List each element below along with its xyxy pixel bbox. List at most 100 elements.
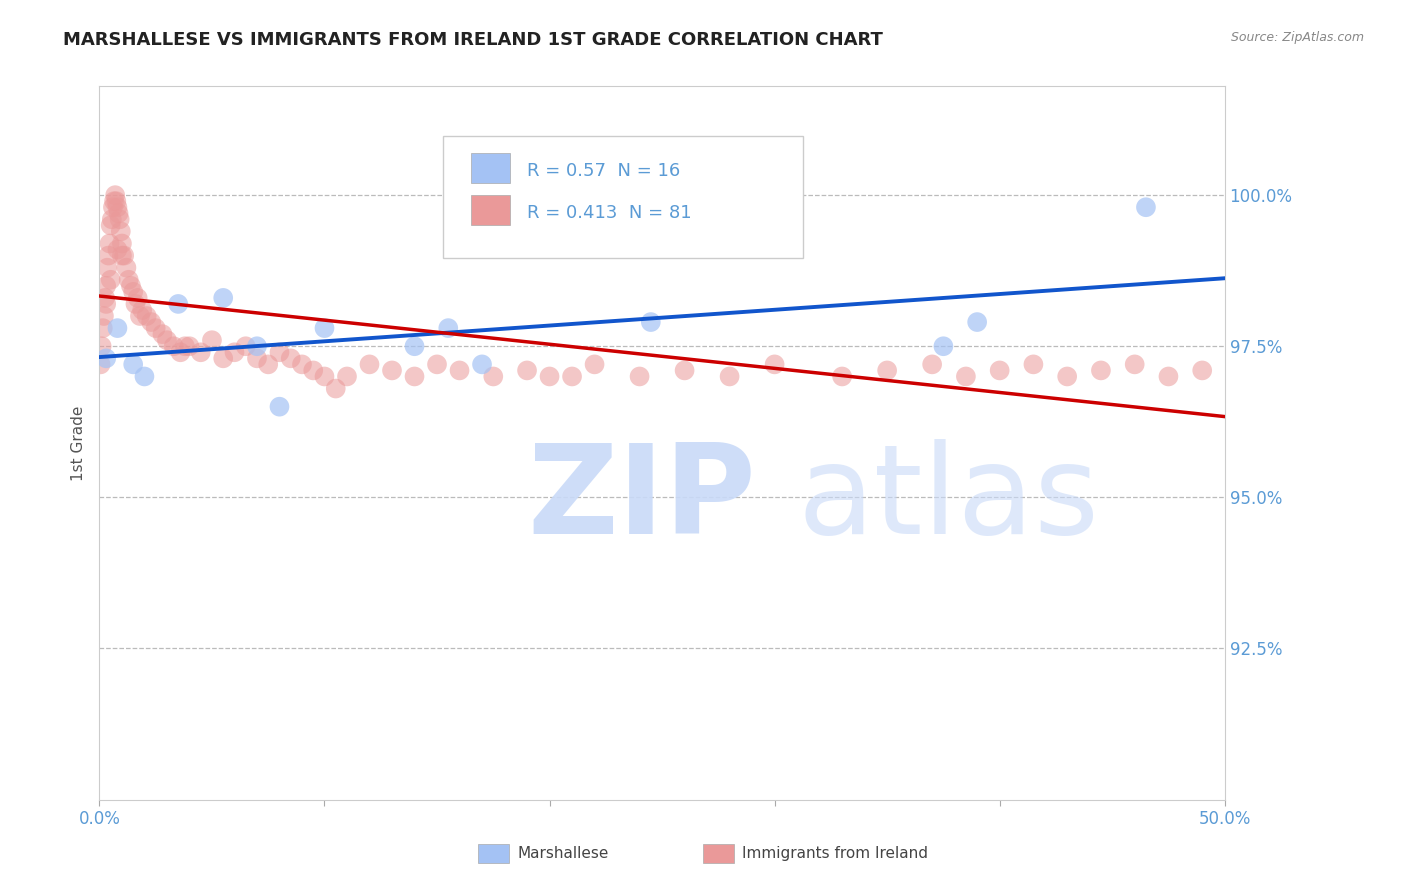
- Point: [831, 369, 853, 384]
- Point: [336, 369, 359, 384]
- Point: [134, 369, 156, 384]
- Point: [561, 369, 583, 384]
- Point: [359, 357, 381, 371]
- Point: [122, 285, 145, 299]
- Point: [1191, 363, 1213, 377]
- Point: [449, 363, 471, 377]
- Point: [482, 369, 505, 384]
- Point: [100, 219, 122, 233]
- Text: Immigrants from Ireland: Immigrants from Ireland: [742, 847, 928, 861]
- Point: [246, 339, 269, 353]
- Point: [1157, 369, 1180, 384]
- Point: [90, 357, 112, 371]
- Point: [167, 297, 190, 311]
- Point: [246, 351, 269, 366]
- Point: [174, 339, 197, 353]
- Text: ZIP: ZIP: [527, 440, 756, 560]
- Point: [640, 315, 662, 329]
- Text: Marshallese: Marshallese: [517, 847, 609, 861]
- Point: [190, 345, 212, 359]
- Point: [94, 291, 117, 305]
- Point: [98, 236, 121, 251]
- Point: [966, 315, 988, 329]
- Point: [111, 249, 134, 263]
- Point: [96, 351, 118, 366]
- Point: [104, 188, 127, 202]
- Point: [129, 309, 152, 323]
- Point: [1090, 363, 1112, 377]
- FancyBboxPatch shape: [471, 195, 510, 226]
- Text: R = 0.413  N = 81: R = 0.413 N = 81: [527, 204, 692, 222]
- Text: atlas: atlas: [797, 440, 1099, 560]
- Point: [201, 333, 224, 347]
- Point: [628, 369, 651, 384]
- Point: [127, 291, 149, 305]
- Point: [763, 357, 786, 371]
- Point: [314, 321, 336, 335]
- Point: [90, 339, 112, 353]
- Point: [583, 357, 606, 371]
- Point: [921, 357, 943, 371]
- Point: [110, 224, 132, 238]
- Point: [118, 273, 141, 287]
- Point: [91, 321, 114, 335]
- Point: [1135, 200, 1157, 214]
- Point: [124, 297, 146, 311]
- Point: [235, 339, 257, 353]
- Point: [93, 309, 115, 323]
- Point: [169, 345, 191, 359]
- Point: [516, 363, 538, 377]
- Text: R = 0.57  N = 16: R = 0.57 N = 16: [527, 161, 681, 179]
- Point: [325, 382, 347, 396]
- Point: [122, 357, 145, 371]
- Point: [107, 206, 129, 220]
- Point: [437, 321, 460, 335]
- Point: [105, 194, 128, 209]
- Point: [100, 273, 122, 287]
- Point: [156, 333, 179, 347]
- FancyBboxPatch shape: [443, 136, 803, 258]
- Point: [404, 369, 426, 384]
- Point: [111, 236, 134, 251]
- Point: [955, 369, 977, 384]
- Point: [135, 309, 157, 323]
- Point: [426, 357, 449, 371]
- Y-axis label: 1st Grade: 1st Grade: [72, 405, 86, 481]
- Point: [96, 297, 118, 311]
- Point: [96, 260, 118, 275]
- Point: [145, 321, 167, 335]
- Point: [932, 339, 955, 353]
- Point: [120, 278, 142, 293]
- Point: [988, 363, 1011, 377]
- Point: [101, 200, 124, 214]
- Point: [404, 339, 426, 353]
- FancyBboxPatch shape: [471, 153, 510, 183]
- Point: [224, 345, 246, 359]
- Point: [96, 278, 118, 293]
- Point: [257, 357, 280, 371]
- Point: [291, 357, 314, 371]
- Point: [673, 363, 696, 377]
- Point: [718, 369, 741, 384]
- Point: [97, 249, 120, 263]
- Point: [107, 321, 129, 335]
- Point: [212, 351, 235, 366]
- Point: [141, 315, 163, 329]
- Point: [269, 345, 291, 359]
- Point: [152, 327, 174, 342]
- Point: [163, 339, 186, 353]
- Point: [302, 363, 325, 377]
- Text: MARSHALLESE VS IMMIGRANTS FROM IRELAND 1ST GRADE CORRELATION CHART: MARSHALLESE VS IMMIGRANTS FROM IRELAND 1…: [63, 31, 883, 49]
- Point: [112, 249, 135, 263]
- Point: [471, 357, 494, 371]
- Point: [108, 212, 131, 227]
- Text: Source: ZipAtlas.com: Source: ZipAtlas.com: [1230, 31, 1364, 45]
- Point: [115, 260, 138, 275]
- Point: [1022, 357, 1045, 371]
- Point: [131, 303, 153, 318]
- Point: [381, 363, 404, 377]
- Point: [107, 243, 129, 257]
- Point: [280, 351, 302, 366]
- Point: [269, 400, 291, 414]
- Point: [538, 369, 561, 384]
